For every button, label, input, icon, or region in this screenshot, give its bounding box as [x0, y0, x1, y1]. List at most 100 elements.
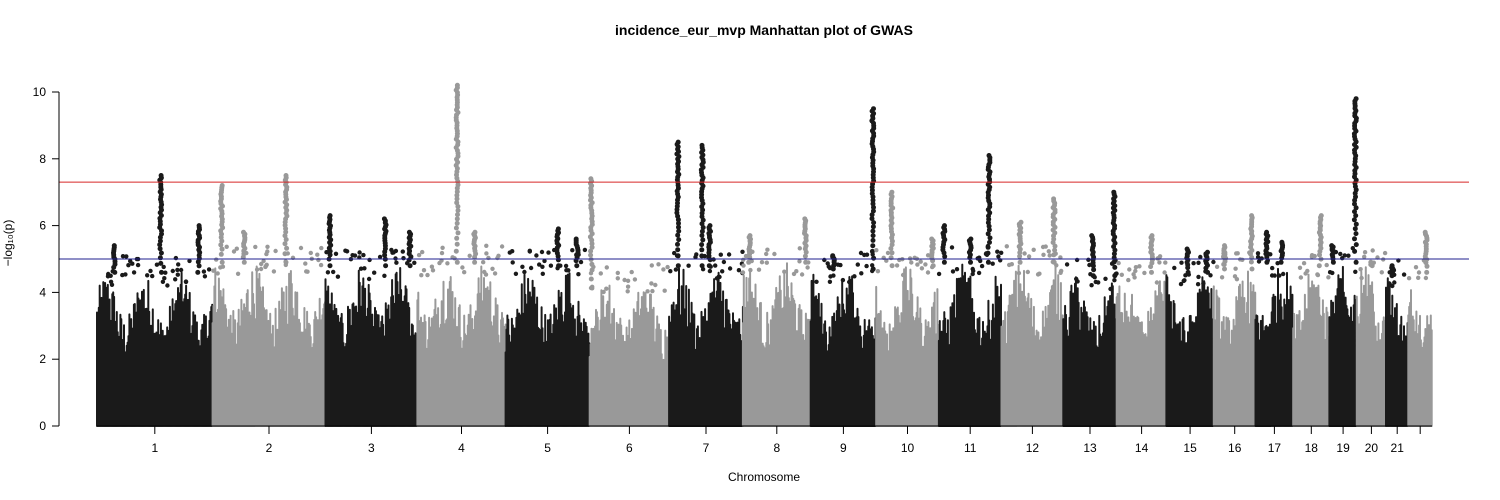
peak-point: [747, 233, 753, 239]
snp-point: [202, 274, 208, 279]
snp-point: [382, 273, 387, 278]
peak-point: [888, 246, 894, 251]
snp-point: [1301, 261, 1307, 266]
snp-point: [1298, 275, 1304, 280]
snp-point: [1240, 257, 1245, 262]
peak-point: [283, 237, 289, 242]
snp-point: [1074, 257, 1080, 263]
snp-point: [1047, 253, 1052, 258]
snp-point: [976, 270, 982, 276]
snp-point: [570, 248, 575, 253]
snp-point: [1401, 272, 1407, 277]
peak-point: [941, 259, 947, 265]
snp-point: [649, 263, 654, 268]
snp-point: [303, 261, 308, 266]
snp-point: [520, 264, 525, 269]
x-tick-label: 5: [544, 441, 551, 455]
chromosome-band: [1212, 270, 1257, 427]
snp-point: [1103, 276, 1108, 281]
snp-point: [1041, 252, 1046, 257]
x-tick-label: 16: [1228, 441, 1242, 455]
snp-point: [564, 268, 569, 273]
chromosome-12-points: [1000, 196, 1064, 427]
peak-point: [1422, 229, 1428, 235]
peak-point: [1353, 213, 1359, 219]
snp-point: [1037, 271, 1042, 276]
chromosome-band: [1062, 276, 1118, 427]
snp-point: [1362, 254, 1367, 259]
x-tick-label: 3: [368, 441, 375, 455]
snp-point: [163, 270, 168, 275]
chromosome-band: [875, 266, 940, 427]
snp-point: [759, 260, 765, 265]
peak-point: [1368, 259, 1374, 265]
chromosome-4-points: [416, 82, 507, 427]
snp-point: [864, 263, 869, 269]
peak-point: [870, 201, 876, 207]
chromosome-band: [741, 262, 812, 427]
snp-point: [161, 264, 166, 270]
peak-point: [1051, 259, 1057, 265]
peak-point: [157, 238, 163, 244]
snp-point: [686, 263, 691, 268]
peak-point: [1279, 239, 1285, 245]
peak-point: [1353, 96, 1359, 102]
chromosome-6-points: [587, 176, 670, 427]
peak-point: [675, 263, 681, 269]
snp-point: [254, 267, 260, 272]
peak-point: [1018, 219, 1024, 225]
peak-point: [870, 243, 876, 249]
peak-point: [1051, 252, 1057, 258]
y-tick-label: 10: [33, 85, 47, 99]
peak-point: [889, 263, 895, 269]
snp-point: [1255, 251, 1261, 256]
chromosome-20-points: [1355, 248, 1388, 427]
snp-point: [858, 250, 864, 256]
snp-point: [145, 273, 150, 278]
peak-point: [219, 259, 225, 265]
peak-point: [1112, 273, 1118, 279]
peak-point: [327, 213, 333, 219]
snp-point: [175, 267, 180, 273]
snp-point: [546, 250, 551, 255]
snp-point: [366, 276, 372, 282]
snp-point: [915, 262, 920, 267]
snp-point: [319, 245, 324, 251]
chromosome-21-points: [1385, 258, 1409, 427]
snp-point: [499, 244, 505, 249]
snp-point: [954, 267, 960, 272]
peak-point: [1389, 263, 1395, 269]
snp-point: [578, 259, 584, 265]
snp-point: [805, 265, 810, 270]
peak-point: [1264, 259, 1270, 265]
snp-point: [131, 270, 137, 275]
peak-point: [1424, 269, 1430, 275]
snp-point: [590, 286, 595, 291]
snp-point: [401, 256, 406, 261]
peak-point: [968, 259, 973, 265]
snp-point: [333, 251, 339, 256]
x-tick-label: 6: [626, 441, 633, 455]
peak-point: [218, 251, 224, 257]
snp-point: [625, 278, 631, 283]
peak-point: [454, 241, 460, 247]
peak-point: [986, 227, 992, 233]
snp-point: [390, 250, 395, 255]
snp-point: [377, 254, 383, 260]
peak-point: [1111, 189, 1117, 195]
snp-point: [1087, 262, 1092, 268]
snp-point: [718, 252, 723, 257]
peak-point: [1249, 213, 1255, 219]
peak-point: [802, 253, 808, 259]
peak-point: [1353, 205, 1359, 211]
snp-point: [1126, 277, 1131, 283]
chromosome-band: [809, 273, 877, 427]
peak-point: [987, 239, 992, 245]
snp-point: [224, 244, 229, 249]
snp-point: [1137, 264, 1142, 269]
snp-point: [528, 265, 534, 271]
snp-point: [148, 268, 153, 274]
peak-point: [930, 263, 936, 269]
peak-point: [574, 263, 580, 269]
peak-point: [1352, 248, 1358, 254]
